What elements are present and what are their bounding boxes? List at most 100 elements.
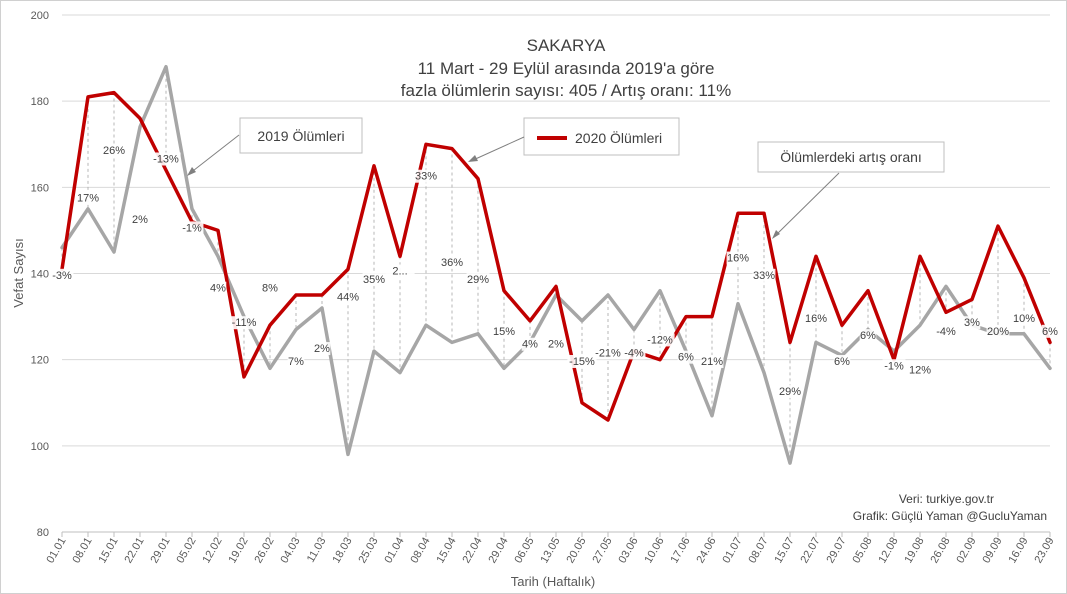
percent-label: 16% — [805, 313, 827, 325]
percent-label: 17% — [77, 192, 99, 204]
percent-label-bg — [313, 342, 331, 356]
x-axis-ticks: 01.01 08.01 15.01 22.01 29.01 05.02 12.02 19.02… — [44, 532, 1057, 566]
y-tick-label: 140 — [31, 269, 49, 281]
x-tick-label: 27.05 — [590, 536, 614, 566]
percent-label-bg — [859, 329, 877, 343]
x-tick-label: 29.07 — [824, 536, 848, 566]
percent-label-bg — [385, 264, 415, 278]
callout-rate-box — [757, 141, 945, 173]
x-tick-label: 08.01 — [70, 536, 94, 566]
y-tick-label: 100 — [31, 441, 49, 453]
x-tick-label: 12.02 — [200, 536, 224, 566]
callout-2020-label: 2020 Ölümleri — [575, 129, 662, 146]
percent-label: 2% — [314, 343, 330, 355]
percent-label: 4% — [210, 283, 226, 295]
percent-label: 8% — [262, 283, 278, 295]
percent-label-bg — [700, 354, 724, 368]
percent-label: 29% — [779, 386, 801, 398]
percent-label: 2... — [392, 266, 407, 278]
x-tick-label: 15.04 — [434, 536, 458, 566]
percent-label-bg — [180, 221, 204, 235]
x-tick-label: 22.04 — [460, 536, 484, 566]
percent-label: 33% — [415, 171, 437, 183]
percent-label: -1% — [182, 222, 202, 234]
percent-label-bg — [287, 354, 305, 368]
percent-label: -4% — [936, 326, 956, 338]
percent-label: 15% — [493, 326, 515, 338]
percent-label-bg — [908, 363, 932, 377]
percent-label-bg — [1041, 324, 1059, 338]
callout-2019: 2019 Ölümleri — [187, 117, 363, 176]
x-tick-label: 16.09 — [1006, 536, 1030, 566]
percent-label: 10% — [1013, 313, 1035, 325]
percent-label: -3% — [52, 270, 72, 282]
percent-label: 35% — [363, 274, 385, 286]
percent-labels: -3% 17% 26% 2% -13% -1% 4% -11% 8% 7% 2% 44% 35% 2...… — [50, 143, 1059, 399]
x-tick-label: 19.02 — [226, 536, 250, 566]
percent-label-bg — [752, 268, 776, 282]
percent-label: 33% — [753, 270, 775, 282]
percent-label-bg — [833, 354, 851, 368]
title-line-3: fazla ölümlerin sayısı: 405 / Artış oran… — [401, 81, 731, 100]
percent-label-bg — [131, 212, 149, 226]
x-tick-label: 06.05 — [512, 536, 536, 566]
percent-label-bg — [934, 324, 958, 338]
title-line-2: 11 Mart - 29 Eylül arasında 2019'a göre — [418, 59, 715, 78]
x-tick-label: 24.06 — [694, 536, 718, 566]
x-tick-label: 25.03 — [356, 536, 380, 566]
percent-label-bg — [261, 281, 279, 295]
x-tick-label: 05.02 — [174, 536, 198, 566]
x-tick-label: 15.01 — [96, 536, 120, 566]
callout-rate-arrow — [774, 172, 840, 237]
percent-label-bg — [492, 324, 516, 338]
percent-label: -13% — [153, 153, 179, 165]
title-line-1: SAKARYA — [527, 36, 606, 55]
x-tick-label: 09.09 — [980, 536, 1004, 566]
percent-label-bg — [726, 251, 750, 265]
percent-label-bg — [677, 350, 695, 364]
x-tick-label: 29.04 — [486, 536, 510, 566]
credit-source: Veri: turkiye.gov.tr — [899, 492, 994, 506]
x-tick-label: 26.02 — [252, 536, 276, 566]
x-tick-label: 22.01 — [122, 536, 146, 566]
percent-label-bg — [414, 169, 438, 183]
callout-2019-label: 2019 Ölümleri — [257, 127, 344, 144]
percent-label: 6% — [678, 352, 694, 364]
x-tick-label: 04.03 — [278, 536, 302, 566]
x-tick-label: 17.06 — [668, 536, 692, 566]
y-axis-label: Vefat Sayısı — [11, 238, 26, 307]
x-tick-label: 01.04 — [382, 536, 406, 566]
percent-label: 6% — [860, 330, 876, 342]
x-tick-label: 19.08 — [902, 536, 926, 566]
y-axis-ticks: 80 100 120 140 160 180 200 — [31, 10, 49, 539]
x-tick-label: 10.06 — [642, 536, 666, 566]
percent-label-bg — [986, 324, 1010, 338]
x-tick-label: 03.06 — [616, 536, 640, 566]
x-tick-label: 01.07 — [720, 536, 744, 566]
callout-2020-arrow — [470, 136, 525, 162]
percent-label: 12% — [909, 365, 931, 377]
percent-label-bg — [102, 143, 126, 157]
percent-label: 6% — [1042, 326, 1058, 338]
percent-label-bg — [76, 191, 100, 205]
series-lines — [60, 64, 1052, 465]
callout-2019-box — [239, 117, 363, 154]
percent-label: 36% — [441, 257, 463, 269]
x-tick-label: 11.03 — [305, 536, 329, 565]
percent-label: -4% — [624, 347, 644, 359]
x-tick-label: 23.09 — [1032, 536, 1056, 566]
percent-label-bg — [547, 337, 565, 351]
callout-2019-arrowhead — [187, 167, 196, 176]
percent-label: 20% — [987, 326, 1009, 338]
percent-label-bg — [645, 333, 675, 347]
percent-label: 44% — [337, 291, 359, 303]
y-tick-label: 200 — [31, 10, 49, 22]
x-tick-label: 08.04 — [408, 536, 432, 566]
percent-label: 26% — [103, 145, 125, 157]
percent-label-bg — [521, 337, 539, 351]
percent-label-bg — [622, 346, 646, 360]
percent-label: 16% — [727, 253, 749, 265]
x-tick-label: 18.03 — [330, 536, 354, 566]
percent-label: -21% — [595, 347, 621, 359]
